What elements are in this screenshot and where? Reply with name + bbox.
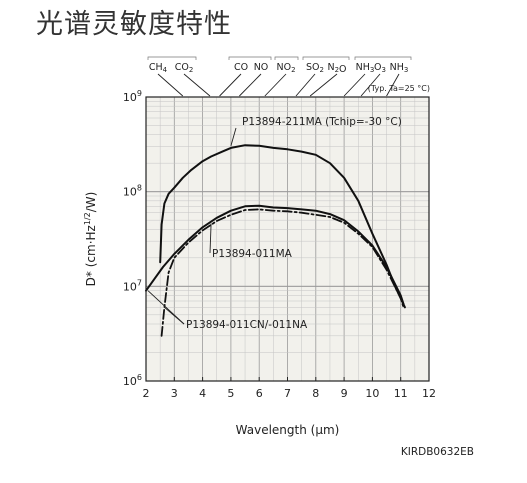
- y-tick-label: 108: [123, 184, 142, 199]
- x-tick-label: 8: [312, 387, 319, 400]
- grid: [145, 96, 430, 382]
- x-tick-label: 5: [227, 387, 234, 400]
- series-label-3: P13894-011CN/-011NA: [186, 319, 308, 331]
- gas-leader-line: [264, 73, 287, 97]
- x-tick-label: 6: [256, 387, 263, 400]
- x-tick-label: 4: [199, 387, 206, 400]
- series-label-leader: [209, 223, 212, 254]
- gas-leader-line: [239, 73, 262, 97]
- gas-label: N2O: [327, 62, 346, 75]
- series-label-2: P13894-011MA: [212, 248, 293, 260]
- gas-group-bracket: [228, 56, 272, 60]
- gas-leader-line: [157, 73, 184, 97]
- y-axis-label: D* (cm·Hz1/2/W): [83, 192, 98, 287]
- gas-label: NH3: [390, 62, 409, 74]
- series-lines: [145, 144, 406, 337]
- y-tick-label: 109: [123, 89, 142, 104]
- x-tick-label: 7: [284, 387, 291, 400]
- series-label-1: P13894-211MA (Tchip=-30 °C): [242, 116, 402, 128]
- gas-leader-line: [219, 73, 242, 97]
- gas-label: NO: [254, 62, 269, 73]
- gas-absorption-markers: CH4 CO2 CO NO NO2 SO2 N2O NH3 O3 NH3: [147, 56, 412, 97]
- x-tick-label: 2: [143, 387, 150, 400]
- gas-label: NO2: [276, 62, 295, 74]
- page-title: 光谱灵敏度特性: [36, 9, 232, 40]
- series-line-3: [160, 208, 405, 337]
- series-label-leader: [230, 127, 237, 147]
- x-tick-label: 12: [422, 387, 436, 400]
- gas-leader-line: [343, 73, 366, 97]
- axis-ticks: 2 3 4 5 6 7 8 9 10 11 12 106 107 108 109: [123, 89, 436, 400]
- gas-label: NH3: [356, 62, 375, 74]
- series-line-2: [145, 204, 405, 305]
- x-tick-label: 9: [341, 387, 348, 400]
- series-line-1: [159, 144, 406, 309]
- gas-label: CO: [234, 62, 248, 73]
- x-tick-label: 11: [394, 387, 408, 400]
- gas-label: O3: [374, 62, 386, 74]
- gas-leader-line: [295, 73, 316, 97]
- series-labels: P13894-211MA (Tchip=-30 °C) P13894-011MA P…: [147, 116, 402, 331]
- gas-leader-line: [360, 73, 381, 97]
- gas-label: SO2: [306, 62, 324, 74]
- gas-leader-line: [386, 73, 400, 97]
- x-axis-label: Wavelength (μm): [236, 423, 340, 437]
- gas-label: CH4: [149, 62, 168, 74]
- y-tick-label: 107: [123, 278, 142, 293]
- figure-code: KIRDB0632EB: [401, 446, 474, 458]
- condition-note: (Typ. Ta=25 °C): [368, 84, 430, 93]
- gas-group-bracket: [354, 56, 412, 60]
- gas-leader-line: [183, 73, 211, 97]
- series-label-leader: [147, 290, 185, 325]
- gas-group-bracket: [302, 56, 350, 60]
- gas-label: CO2: [175, 62, 194, 74]
- gas-group-bracket: [274, 56, 299, 60]
- x-tick-label: 3: [171, 387, 178, 400]
- gas-leader-line: [309, 73, 338, 97]
- gas-group-bracket: [147, 56, 197, 60]
- y-tick-label: 106: [123, 373, 142, 388]
- x-tick-label: 10: [365, 387, 379, 400]
